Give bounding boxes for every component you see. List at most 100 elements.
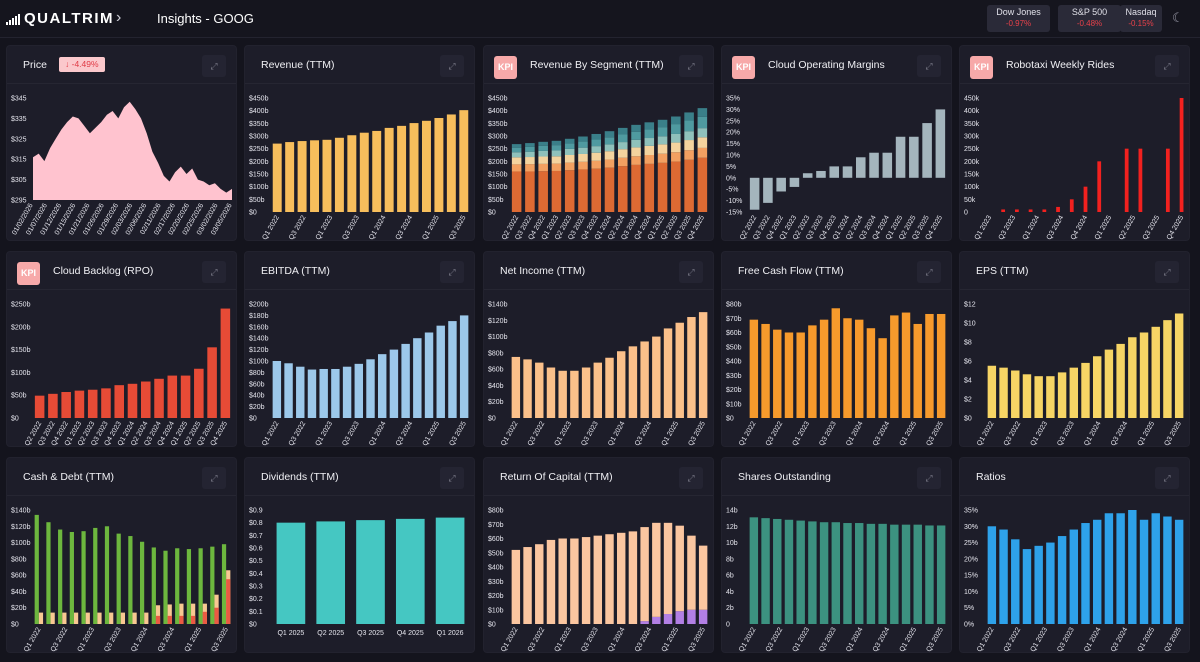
bar[interactable]: [808, 521, 817, 624]
bar[interactable]: [749, 319, 759, 418]
bar[interactable]: [316, 521, 346, 624]
bar-segment[interactable]: [684, 112, 694, 121]
bar-segment[interactable]: [511, 157, 522, 165]
bar-debt[interactable]: [191, 603, 196, 624]
bar-segment[interactable]: [538, 145, 548, 151]
bar-segment[interactable]: [564, 170, 575, 212]
bar-segment[interactable]: [551, 163, 562, 171]
bar[interactable]: [1174, 519, 1184, 624]
expand-icon[interactable]: ⤢: [679, 261, 703, 283]
bar[interactable]: [272, 143, 282, 212]
bar-debt[interactable]: [62, 612, 67, 624]
expand-icon[interactable]: ⤢: [917, 467, 941, 489]
bar[interactable]: [882, 152, 893, 178]
bar[interactable]: [842, 166, 853, 178]
chart-card-free-cash-flow-ttm[interactable]: Free Cash Flow (TTM) ⤢ $80b $70b $60b $50b $40…: [721, 251, 952, 447]
bar-segment[interactable]: [511, 152, 522, 158]
chart-card-dividends-ttm[interactable]: Dividends (TTM) ⤢ $0.9 $0.8 $0.7 $0.6 $0.5 $0.4…: [244, 457, 475, 653]
bar[interactable]: [1124, 148, 1129, 212]
chart-card-cash-debt-ttm[interactable]: Cash & Debt (TTM) ⤢ $140b $120b $100b $80b $60…: [6, 457, 237, 653]
bar-segment[interactable]: [591, 168, 602, 212]
bar[interactable]: [829, 166, 840, 178]
bar[interactable]: [354, 363, 364, 418]
bar[interactable]: [1028, 209, 1033, 212]
bar[interactable]: [936, 313, 946, 418]
bar-segment[interactable]: [675, 525, 684, 612]
chevron-right-icon[interactable]: ›: [116, 9, 122, 26]
bar-segment[interactable]: [511, 164, 522, 172]
bar-segment[interactable]: [538, 156, 548, 164]
bar[interactable]: [878, 338, 887, 418]
bar-debt-current[interactable]: [179, 615, 184, 624]
bar-segment[interactable]: [591, 160, 602, 169]
chart-card-robotaxi-weekly-rides[interactable]: KPI Robotaxi Weekly Rides ⤢ 450k 400k 350k 300…: [959, 45, 1190, 241]
bar[interactable]: [359, 132, 369, 212]
bar[interactable]: [377, 354, 387, 418]
bar[interactable]: [831, 522, 841, 624]
bar[interactable]: [523, 359, 532, 418]
expand-icon[interactable]: ⤢: [202, 55, 226, 77]
bar[interactable]: [570, 370, 579, 418]
bar-segment[interactable]: [605, 534, 614, 624]
bar[interactable]: [593, 362, 603, 418]
bar[interactable]: [511, 356, 521, 418]
bar[interactable]: [276, 522, 306, 624]
bar-segment[interactable]: [644, 129, 655, 139]
bar-segment[interactable]: [644, 145, 655, 155]
bar[interactable]: [987, 365, 997, 418]
bar[interactable]: [1069, 367, 1079, 418]
index-dow-jones[interactable]: Dow Jones -0.97%: [987, 5, 1050, 32]
bar[interactable]: [397, 125, 407, 212]
bar[interactable]: [1128, 510, 1137, 624]
bar[interactable]: [935, 109, 946, 178]
expand-icon[interactable]: ⤢: [440, 261, 464, 283]
bar-segment[interactable]: [684, 150, 694, 160]
bar-segment[interactable]: [578, 153, 588, 162]
bar[interactable]: [1011, 539, 1020, 624]
bar-segment[interactable]: [578, 161, 588, 170]
bar-segment[interactable]: [640, 621, 649, 624]
bar[interactable]: [1139, 519, 1149, 624]
bar-segment[interactable]: [558, 538, 567, 625]
bar-segment[interactable]: [523, 547, 532, 624]
bar[interactable]: [87, 389, 98, 418]
bar[interactable]: [909, 136, 919, 178]
bar[interactable]: [763, 177, 773, 203]
bar[interactable]: [773, 329, 782, 418]
bar[interactable]: [1046, 376, 1055, 418]
bar-segment[interactable]: [631, 156, 641, 165]
bar[interactable]: [890, 524, 899, 624]
bar-segment[interactable]: [631, 131, 641, 140]
bar-cash[interactable]: [34, 514, 39, 624]
bar-segment[interactable]: [657, 136, 668, 145]
bar[interactable]: [890, 315, 899, 418]
bar[interactable]: [1104, 349, 1114, 418]
bar[interactable]: [1139, 332, 1149, 419]
bar-cash[interactable]: [93, 527, 98, 624]
bar-cash[interactable]: [198, 548, 203, 624]
bar[interactable]: [816, 170, 826, 178]
bar-segment[interactable]: [538, 163, 548, 172]
bar[interactable]: [434, 118, 444, 212]
bar-segment[interactable]: [511, 144, 522, 148]
bar-segment[interactable]: [697, 137, 708, 148]
bar[interactable]: [384, 127, 394, 212]
bar[interactable]: [154, 378, 164, 418]
expand-icon[interactable]: ⤢: [202, 467, 226, 489]
chart-card-ratios[interactable]: Ratios ⤢ 35% 30% 25% 20% 15% 10% 5% 0% Q1 2022 Q3 2…: [959, 457, 1190, 653]
bar-segment[interactable]: [697, 147, 708, 158]
bar[interactable]: [773, 518, 782, 624]
bar-segment[interactable]: [525, 157, 535, 165]
bar-segment[interactable]: [551, 156, 562, 164]
bar-segment[interactable]: [617, 149, 628, 158]
bar-segment[interactable]: [697, 116, 708, 129]
expand-icon[interactable]: ⤢: [1155, 261, 1179, 283]
bar[interactable]: [1042, 209, 1047, 212]
bar[interactable]: [819, 319, 829, 418]
bar-segment[interactable]: [591, 152, 602, 161]
bar[interactable]: [421, 120, 431, 212]
bar[interactable]: [652, 336, 661, 418]
bar[interactable]: [878, 523, 887, 624]
bar[interactable]: [272, 361, 282, 418]
bar[interactable]: [535, 362, 544, 418]
